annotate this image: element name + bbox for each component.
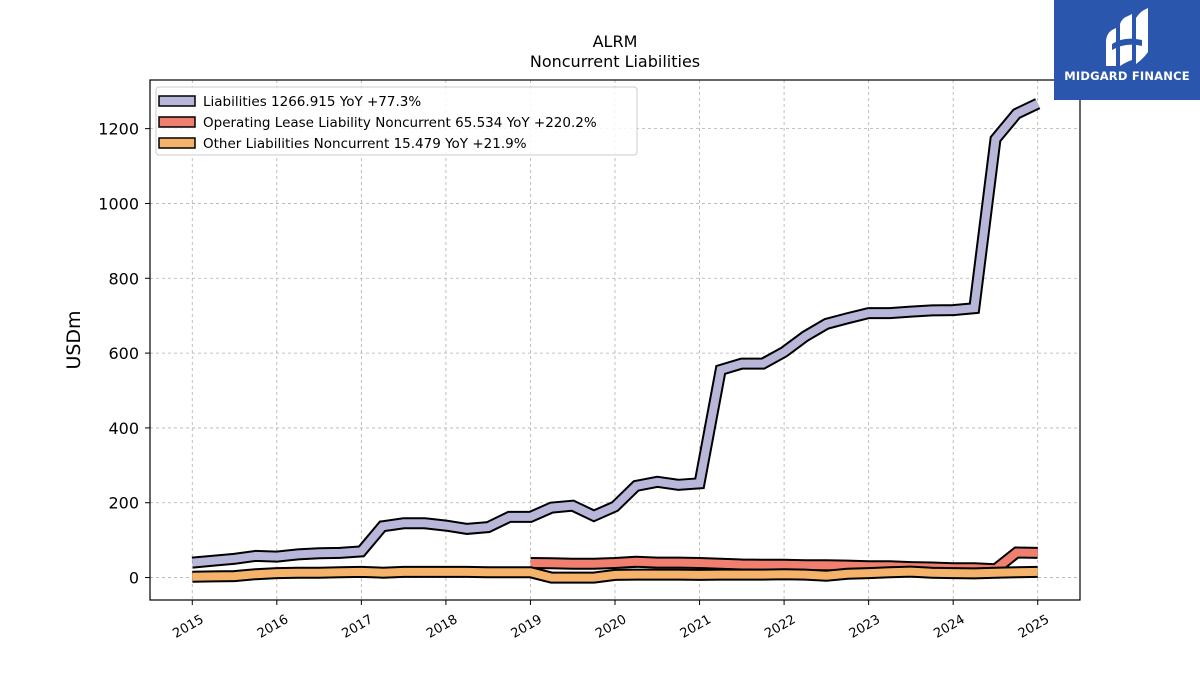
legend-label: Liabilities 1266.915 YoY +77.3% [203,94,421,110]
chart-subtitle: Noncurrent Liabilities [530,52,700,71]
legend-label: Operating Lease Liability Noncurrent 65.… [203,115,597,131]
y-tick-label: 1000 [98,194,139,213]
y-tick-label: 400 [108,419,139,438]
y-tick-label: 1200 [98,120,139,139]
series-0 [191,98,1041,569]
x-tick-label: 2017 [340,612,376,642]
y-tick-label: 600 [108,344,139,363]
legend-swatch [158,95,196,107]
x-tick-label: 2016 [255,612,291,642]
legend-swatch [158,137,196,149]
x-tick-label: 2021 [678,612,714,642]
y-tick-label: 0 [129,569,139,588]
midgard-logo: MIDGARD FINANCE [1054,0,1200,100]
logo-text: MIDGARD FINANCE [1064,69,1190,83]
legend-swatch [158,116,196,128]
grid [150,80,1080,600]
series-group [191,98,1041,584]
x-tick-label: 2015 [170,612,206,642]
legend-box [155,86,638,156]
x-tick-label: 2020 [593,612,629,642]
x-tick-label: 2022 [762,612,798,642]
x-tick-label: 2024 [931,612,967,642]
legend-label: Other Liabilities Noncurrent 15.479 YoY … [203,136,527,152]
x-tick-label: 2019 [509,612,545,642]
series-2 [192,565,1038,584]
y-tick-label: 200 [108,494,139,513]
x-tick-label: 2025 [1016,612,1052,642]
series-line [192,567,1038,582]
y-axis-label: USDm [63,310,85,369]
y-tick-label: 800 [108,269,139,288]
midgard-logo-icon [1106,8,1148,66]
x-tick-label: 2023 [847,612,883,642]
x-tick-label: 2018 [424,612,460,642]
chart-title: ALRM [593,32,638,51]
legend: Liabilities 1266.915 YoY +77.3% Operating… [155,86,638,156]
series-line [191,99,1040,567]
